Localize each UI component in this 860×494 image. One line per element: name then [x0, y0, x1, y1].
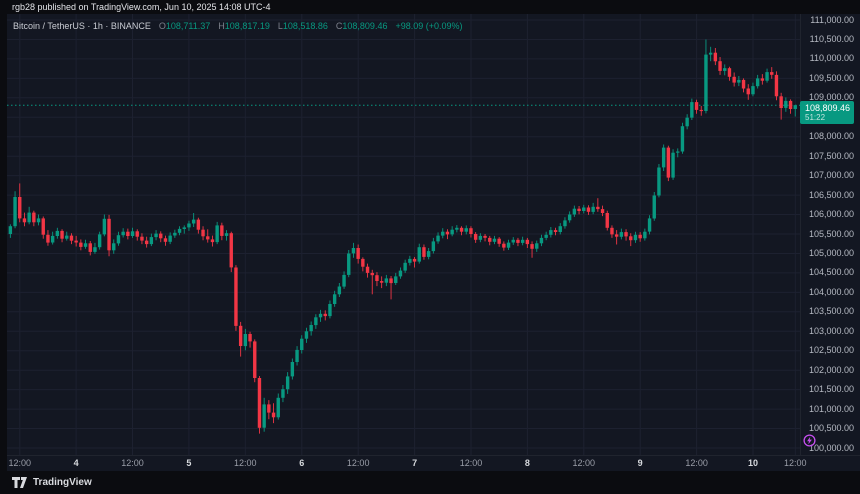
- time-tick-label: 12:00: [121, 458, 144, 468]
- ohlc-low-value: 108,518.86: [282, 21, 328, 31]
- ohlc-low: L108,518.86: [278, 21, 328, 31]
- ohlc-open: O108,711.37: [159, 21, 210, 31]
- price-tick-label: 106,000.00: [808, 209, 854, 219]
- price-tick-label: 100,500.00: [808, 423, 854, 433]
- time-tick-label: 12:00: [459, 458, 483, 468]
- time-tick-label: 8: [524, 458, 530, 468]
- ohlc-open-label: O: [158, 21, 166, 31]
- event-lightning-icon[interactable]: [803, 434, 816, 447]
- ohlc-high-label: H: [218, 21, 225, 31]
- lightning-icon: [803, 434, 816, 447]
- time-tick-label: 12:00: [685, 458, 708, 468]
- price-tick-label: 101,500.00: [808, 384, 854, 395]
- time-tick-label: 9: [637, 458, 643, 468]
- price-tick-label: 111,000.00: [810, 14, 854, 25]
- time-tick-label: 12:00: [572, 458, 596, 468]
- ohlc-high: H108,817.19: [218, 21, 270, 31]
- left-gutter: [0, 14, 7, 471]
- price-tick-label: 109,500.00: [808, 72, 854, 83]
- price-tick-label: 108,000.00: [808, 131, 854, 142]
- symbol-title: Bitcoin / TetherUS · 1h · BINANCE: [13, 21, 151, 31]
- price-tick-label: 101,000.00: [808, 403, 854, 414]
- price-tick-label: 103,500.00: [808, 306, 854, 317]
- time-tick-label: 12:00: [784, 458, 807, 468]
- price-tick-label: 103,000.00: [808, 325, 854, 336]
- price-tick-label: 105,500.00: [808, 228, 854, 239]
- time-axis[interactable]: 12:00 4 12:00 5 12:00 6 12:00 7 12:00 8 12:00 9 12:0…: [0, 455, 860, 471]
- price-tick-label: 102,000.00: [808, 364, 854, 375]
- time-tick-label: 12:00: [234, 458, 257, 468]
- price-tick-label: 110,000.00: [809, 53, 854, 64]
- ohlc-close-label: C: [335, 21, 343, 31]
- time-tick-label: 10: [747, 458, 758, 468]
- attribution-text: rgb28 published on TradingView.com, Jun …: [12, 2, 271, 12]
- tradingview-logo-icon: [12, 477, 27, 488]
- chart-legend: Bitcoin / TetherUS · 1h · BINANCE O108,7…: [13, 21, 463, 31]
- ohlc-close: C108,809.46: [336, 21, 388, 31]
- price-tick-label: 110,500.00: [809, 34, 854, 44]
- time-tick-label: 7: [412, 458, 418, 468]
- price-tick-label: 100,000.00: [808, 442, 854, 453]
- ohlc-close-value: 108,809.46: [342, 21, 388, 31]
- current-price-label: 108,809.46 51:22: [800, 101, 854, 125]
- price-change: +98.09 (+0.09%): [395, 21, 463, 31]
- ohlc-open-value: 108,711.37: [165, 21, 211, 31]
- time-tick-label: 5: [186, 458, 192, 468]
- ohlc-high-value: 108,817.19: [224, 21, 270, 31]
- price-tick-label: 106,500.00: [808, 189, 854, 200]
- bar-countdown: 51:22: [805, 113, 826, 123]
- tradingview-logo[interactable]: TradingView: [12, 477, 92, 488]
- price-axis[interactable]: 111,000.00 110,500.00 110,000.00 109,500.00…: [800, 14, 860, 455]
- ohlc-low-label: L: [277, 21, 283, 31]
- price-tick-label: 109,000.00: [808, 92, 854, 103]
- price-tick-label: 107,500.00: [808, 150, 854, 161]
- price-tick-label: 104,000.00: [808, 286, 854, 297]
- price-tick-label: 105,000.00: [808, 248, 854, 258]
- price-tick-label: 102,500.00: [808, 345, 854, 356]
- time-tick-label: 4: [73, 458, 79, 468]
- attribution-bar: rgb28 published on TradingView.com, Jun …: [0, 0, 860, 14]
- price-tick-label: 104,500.00: [808, 267, 854, 278]
- current-price-value: 108,809.46: [805, 103, 851, 114]
- time-tick-label: 12:00: [8, 458, 31, 468]
- time-tick-label: 12:00: [346, 458, 370, 468]
- time-tick-label: 6: [299, 458, 305, 468]
- price-tick-label: 107,000.00: [808, 170, 854, 181]
- footer-bar: TradingView: [0, 471, 860, 494]
- tradingview-logo-text: TradingView: [33, 477, 92, 488]
